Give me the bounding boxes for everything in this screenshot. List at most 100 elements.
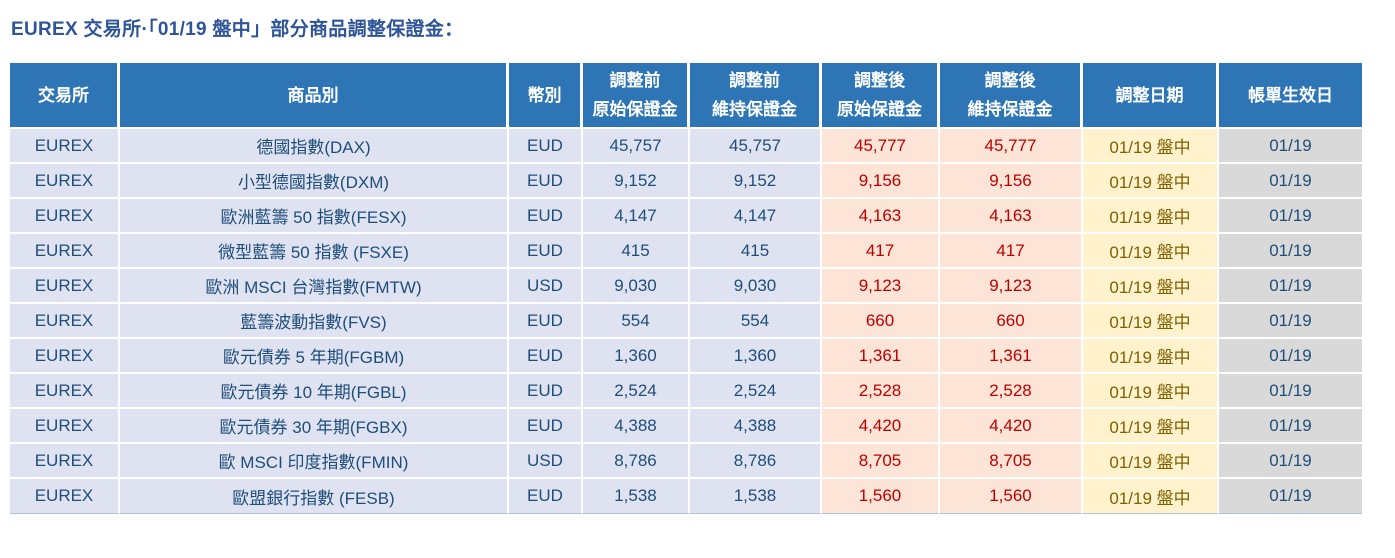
exchange-cell: EUREX (10, 444, 120, 479)
post-maintenance-margin-cell: 1,560 (940, 479, 1083, 514)
header-line: 商品別 (287, 85, 339, 105)
effective-date-cell: 01/19 (1219, 199, 1362, 234)
post-initial-margin-cell: 417 (822, 234, 940, 269)
adjust-date-cell: 01/19 盤中 (1083, 444, 1219, 479)
table-body: EUREX 德國指數(DAX) EUD 45,757 45,757 45,777 45,77… (10, 129, 1362, 514)
pre-initial-margin-cell: 4,388 (583, 409, 690, 444)
pre-maintenance-margin-cell: 4,388 (690, 409, 822, 444)
product-cell: 歐元債券 10 年期(FGBL) (120, 374, 509, 409)
pre-maintenance-margin-cell: 554 (690, 304, 822, 339)
pre-maintenance-margin-cell: 2,524 (690, 374, 822, 409)
adjust-date-cell: 01/19 盤中 (1083, 199, 1219, 234)
product-cell: 小型德國指數(DXM) (120, 164, 509, 199)
pre-maintenance-margin-cell: 9,030 (690, 269, 822, 304)
table-header: 交易所 商品別 幣別 調整前 原始保證金 調整前 維持保證金 調整後 原始保證金 調整… (10, 63, 1362, 129)
col-header-currency: 幣別 (509, 63, 583, 129)
currency-cell: USD (509, 444, 583, 479)
pre-maintenance-margin-cell: 4,147 (690, 199, 822, 234)
header-line: 幣別 (527, 85, 562, 105)
effective-date-cell: 01/19 (1219, 269, 1362, 304)
post-maintenance-margin-cell: 8,705 (940, 444, 1083, 479)
currency-cell: EUD (509, 339, 583, 374)
currency-cell: EUD (509, 199, 583, 234)
effective-date-cell: 01/19 (1219, 374, 1362, 409)
pre-maintenance-margin-cell: 1,360 (690, 339, 822, 374)
pre-initial-margin-cell: 415 (583, 234, 690, 269)
post-maintenance-margin-cell: 4,420 (940, 409, 1083, 444)
pre-initial-margin-cell: 9,030 (583, 269, 690, 304)
post-maintenance-margin-cell: 4,163 (940, 199, 1083, 234)
table-row: EUREX 歐元債券 10 年期(FGBL) EUD 2,524 2,524 2,528 2… (10, 374, 1362, 409)
product-cell: 歐元債券 5 年期(FGBM) (120, 339, 509, 374)
pre-initial-margin-cell: 1,360 (583, 339, 690, 374)
page-title: EUREX 交易所·「01/19 盤中」部分商品調整保證金： (11, 19, 464, 40)
exchange-cell: EUREX (10, 479, 120, 514)
pre-maintenance-margin-cell: 1,538 (690, 479, 822, 514)
exchange-cell: EUREX (10, 199, 120, 234)
effective-date-cell: 01/19 (1219, 234, 1362, 269)
effective-date-cell: 01/19 (1219, 444, 1362, 479)
adjust-date-cell: 01/19 盤中 (1083, 129, 1219, 164)
margin-adjustment-table: 交易所 商品別 幣別 調整前 原始保證金 調整前 維持保證金 調整後 原始保證金 調整… (10, 63, 1362, 514)
effective-date-cell: 01/19 (1219, 409, 1362, 444)
header-row: 交易所 商品別 幣別 調整前 原始保證金 調整前 維持保證金 調整後 原始保證金 調整… (10, 63, 1362, 129)
pre-initial-margin-cell: 8,786 (583, 444, 690, 479)
post-maintenance-margin-cell: 9,156 (940, 164, 1083, 199)
header-line: 調整前 (729, 71, 780, 90)
header-line: 帳單生效日 (1248, 85, 1333, 105)
post-initial-margin-cell: 8,705 (822, 444, 940, 479)
post-initial-margin-cell: 4,420 (822, 409, 940, 444)
pre-maintenance-margin-cell: 9,152 (690, 164, 822, 199)
product-cell: 德國指數(DAX) (120, 129, 509, 164)
post-maintenance-margin-cell: 417 (940, 234, 1083, 269)
pre-initial-margin-cell: 45,757 (583, 129, 690, 164)
exchange-cell: EUREX (10, 304, 120, 339)
currency-cell: EUD (509, 479, 583, 514)
post-initial-margin-cell: 660 (822, 304, 940, 339)
product-cell: 歐洲藍籌 50 指數(FESX) (120, 199, 509, 234)
exchange-cell: EUREX (10, 234, 120, 269)
effective-date-cell: 01/19 (1219, 129, 1362, 164)
table-row: EUREX 歐洲藍籌 50 指數(FESX) EUD 4,147 4,147 4,163 4… (10, 199, 1362, 234)
effective-date-cell: 01/19 (1219, 339, 1362, 374)
pre-maintenance-margin-cell: 415 (690, 234, 822, 269)
header-line: 調整後 (854, 71, 905, 90)
currency-cell: EUD (509, 129, 583, 164)
currency-cell: EUD (509, 374, 583, 409)
product-cell: 歐洲 MSCI 台灣指數(FMTW) (120, 269, 509, 304)
product-cell: 歐元債券 30 年期(FGBX) (120, 409, 509, 444)
product-cell: 微型藍籌 50 指數 (FSXE) (120, 234, 509, 269)
exchange-cell: EUREX (10, 269, 120, 304)
col-header-post-maintenance-margin: 調整後 維持保證金 (940, 63, 1083, 129)
pre-maintenance-margin-cell: 45,757 (690, 129, 822, 164)
adjust-date-cell: 01/19 盤中 (1083, 409, 1219, 444)
currency-cell: EUD (509, 409, 583, 444)
post-initial-margin-cell: 2,528 (822, 374, 940, 409)
product-cell: 藍籌波動指數(FVS) (120, 304, 509, 339)
pre-initial-margin-cell: 1,538 (583, 479, 690, 514)
col-header-pre-initial-margin: 調整前 原始保證金 (583, 63, 690, 129)
product-cell: 歐盟銀行指數 (FESB) (120, 479, 509, 514)
post-maintenance-margin-cell: 45,777 (940, 129, 1083, 164)
adjust-date-cell: 01/19 盤中 (1083, 479, 1219, 514)
effective-date-cell: 01/19 (1219, 479, 1362, 514)
exchange-cell: EUREX (10, 129, 120, 164)
col-header-post-initial-margin: 調整後 原始保證金 (822, 63, 940, 129)
exchange-cell: EUREX (10, 164, 120, 199)
header-line: 調整後 (984, 71, 1036, 90)
col-header-effective-date: 帳單生效日 (1219, 63, 1362, 129)
post-initial-margin-cell: 1,560 (822, 479, 940, 514)
header-line: 調整日期 (1115, 85, 1184, 105)
pre-initial-margin-cell: 9,152 (583, 164, 690, 199)
header-line: 交易所 (38, 85, 89, 105)
post-initial-margin-cell: 9,123 (822, 269, 940, 304)
col-header-exchange: 交易所 (10, 63, 120, 129)
col-header-adjust-date: 調整日期 (1083, 63, 1219, 129)
table-row: EUREX 歐元債券 5 年期(FGBM) EUD 1,360 1,360 1,361 1,… (10, 339, 1362, 374)
currency-cell: EUD (509, 164, 583, 199)
currency-cell: USD (509, 269, 583, 304)
table-row: EUREX 藍籌波動指數(FVS) EUD 554 554 660 660 01/19 盤中 0… (10, 304, 1362, 339)
pre-initial-margin-cell: 554 (583, 304, 690, 339)
post-initial-margin-cell: 45,777 (822, 129, 940, 164)
table-row: EUREX 小型德國指數(DXM) EUD 9,152 9,152 9,156 9,156 0… (10, 164, 1362, 199)
